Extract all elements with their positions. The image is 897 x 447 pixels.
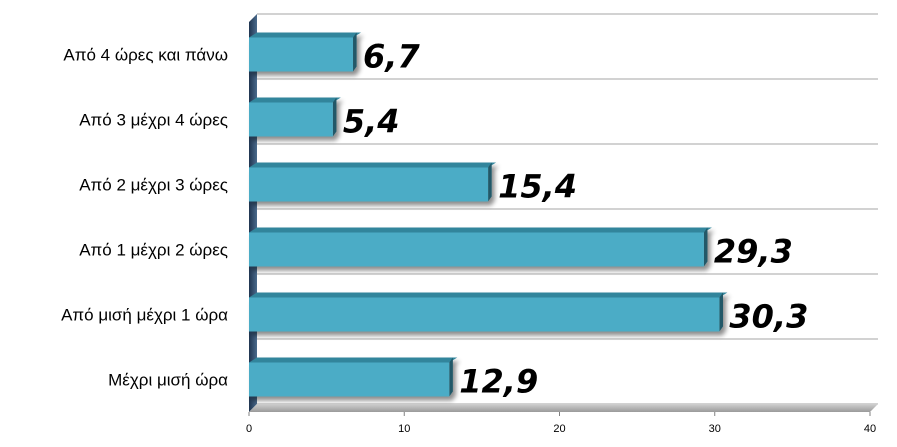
bar-front (249, 362, 450, 397)
x-tick-label: 30 (709, 423, 721, 435)
category-label: Μέχρι μισή ώρα (108, 371, 228, 390)
data-label: 30,3 (729, 298, 808, 336)
bar (249, 227, 712, 267)
bar-front (249, 297, 720, 332)
category-label: Από 4 ώρες και πάνω (63, 46, 228, 65)
x-tick-label: 0 (246, 423, 252, 435)
bars (249, 32, 728, 397)
bar (249, 32, 362, 72)
bar (249, 162, 497, 202)
bar-front (249, 232, 704, 267)
bar-front (249, 102, 333, 137)
bar-top (249, 227, 712, 233)
bar-front (249, 37, 354, 72)
category-label: Από 1 μέχρι 2 ώρες (79, 241, 228, 260)
bar-end (353, 32, 357, 72)
data-label: 5,4 (343, 103, 400, 141)
bar-top (249, 162, 497, 168)
bar (249, 292, 728, 332)
bar (249, 357, 458, 397)
data-label: 12,9 (459, 363, 538, 401)
bar-top (249, 357, 458, 363)
labels: 12,9 Μέχρι μισή ώρα 30,3 Από μισή μέχρι 1 ώ… (61, 38, 808, 401)
bar (249, 97, 341, 137)
data-label: 15,4 (498, 168, 577, 206)
axis-wall (249, 14, 257, 412)
gridlines (257, 13, 878, 405)
x-tick-label: 10 (398, 423, 410, 435)
category-label: Από 2 μέχρι 3 ώρες (79, 176, 228, 195)
data-label: 6,7 (363, 38, 420, 76)
category-label: Από 3 μέχρι 4 ώρες (79, 111, 228, 130)
bar-end (332, 97, 337, 137)
bar-top (249, 32, 362, 38)
bar-end (488, 162, 492, 202)
bar-end (449, 357, 453, 397)
bar-top (249, 292, 728, 298)
bar-front (249, 167, 489, 202)
bar-top (249, 97, 341, 103)
category-label: Από μισή μέχρι 1 ώρα (61, 306, 228, 325)
data-label: 29,3 (714, 233, 793, 271)
axis-floor (249, 404, 878, 412)
bar-end (719, 292, 724, 332)
x-tick-label: 20 (553, 423, 565, 435)
x-tick-label: 40 (864, 423, 876, 435)
bar-end (703, 227, 708, 267)
